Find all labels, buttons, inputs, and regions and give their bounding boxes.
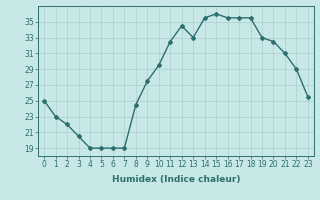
- X-axis label: Humidex (Indice chaleur): Humidex (Indice chaleur): [112, 175, 240, 184]
